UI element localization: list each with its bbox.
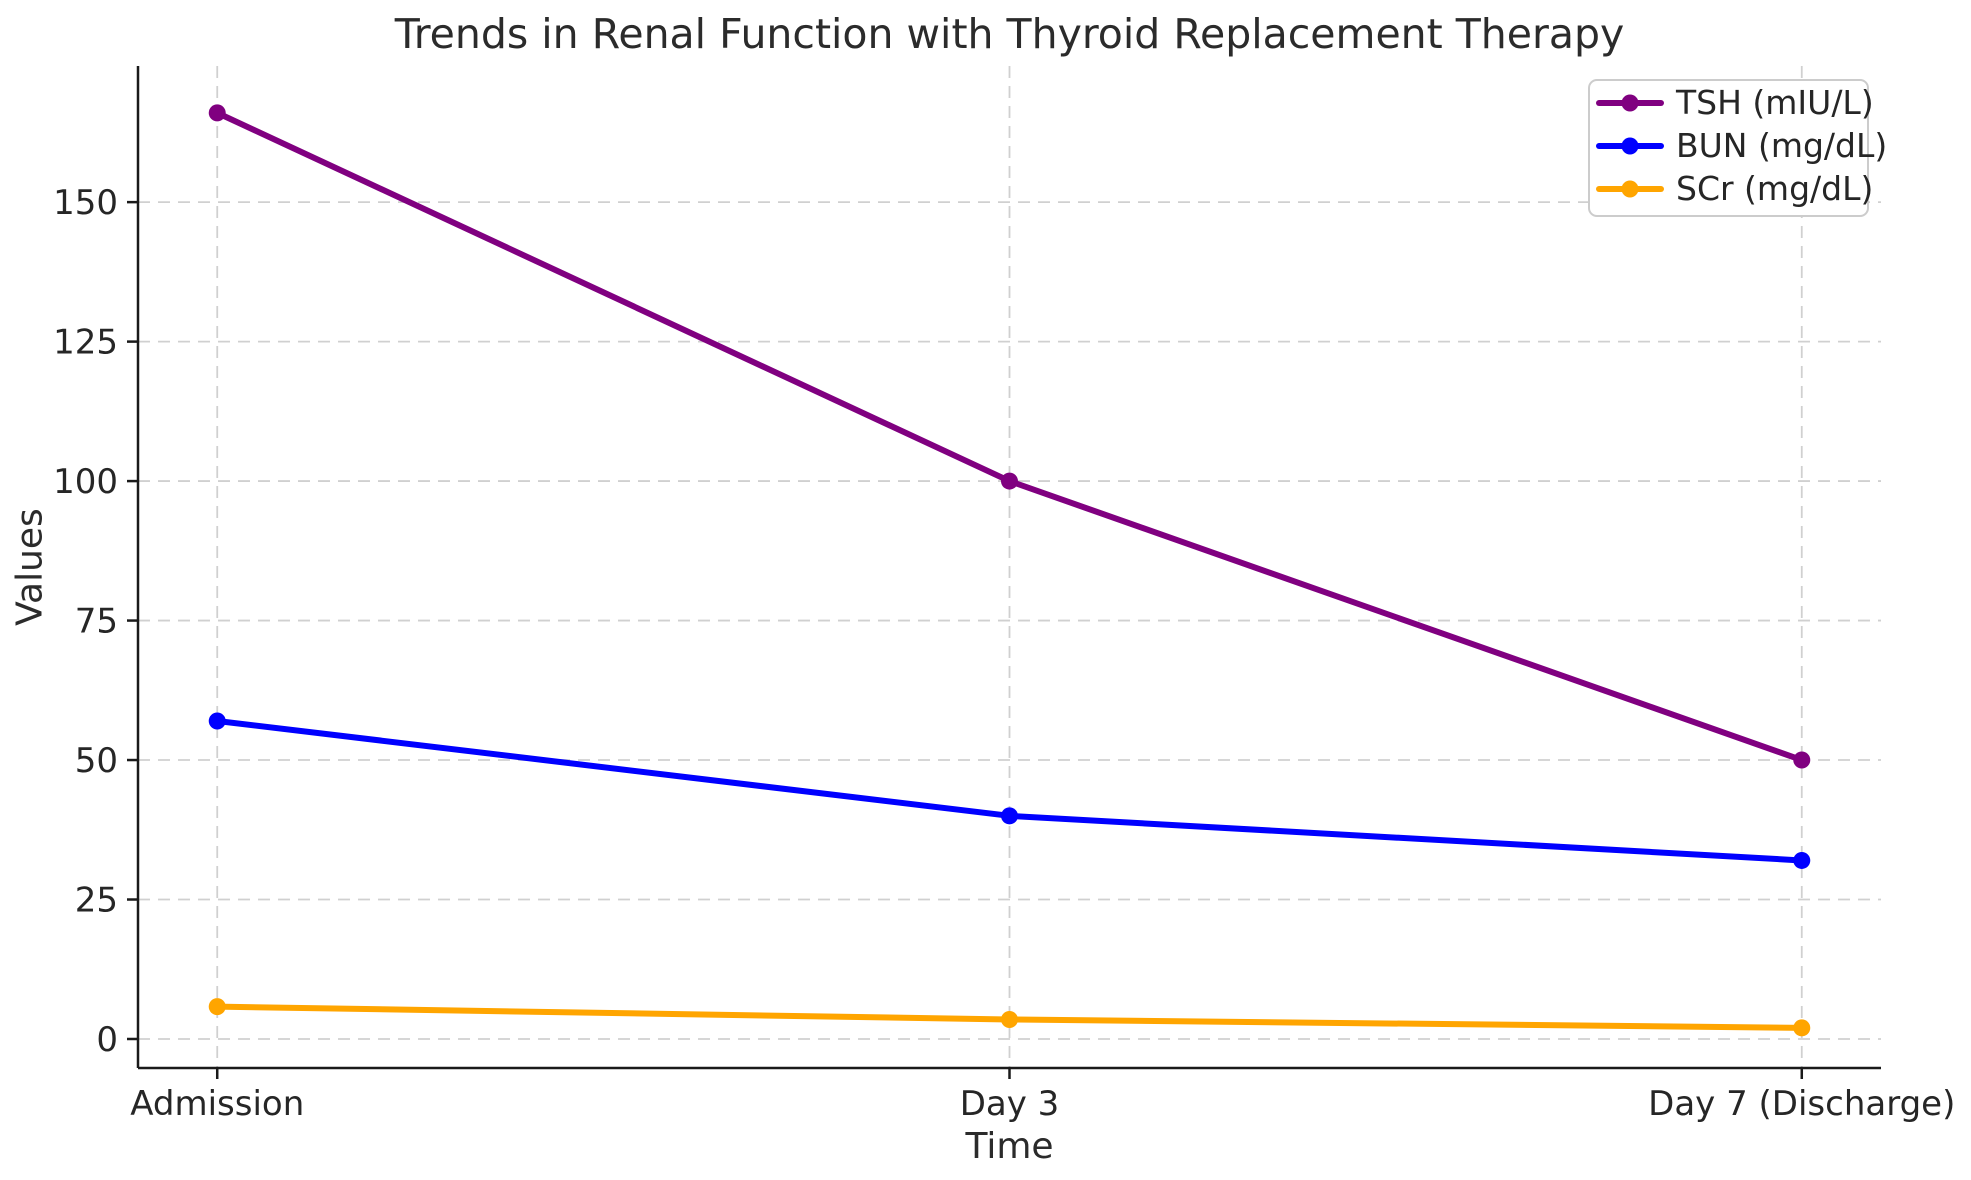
chart-title: Trends in Renal Function with Thyroid Re… (394, 10, 1625, 58)
x-tick-label: Day 7 (Discharge) (1648, 1084, 1955, 1124)
data-point-marker (208, 104, 226, 122)
x-tick-label: Day 3 (960, 1084, 1060, 1124)
data-point-marker (1001, 807, 1018, 825)
legend-sample-marker (1621, 180, 1639, 198)
data-point-marker (208, 712, 226, 730)
data-point-marker (1793, 751, 1811, 769)
y-tick-label: 0 (96, 1020, 118, 1060)
y-tick-label: 100 (53, 462, 118, 502)
x-tick-label: Admission (130, 1084, 304, 1124)
y-tick-label: 125 (53, 323, 118, 363)
legend-sample-marker (1621, 137, 1639, 155)
legend-sample-marker (1621, 94, 1639, 112)
legend-entry-label: BUN (mg/dL) (1676, 126, 1887, 165)
y-tick-label: 50 (75, 741, 118, 781)
legend-entry-label: TSH (mIU/L) (1675, 83, 1874, 122)
y-axis-label: Values (9, 508, 51, 626)
y-tick-label: 25 (75, 881, 118, 921)
data-point-marker (1001, 1010, 1018, 1028)
y-tick-label: 150 (53, 183, 118, 223)
legend-entry-label: SCr (mg/dL) (1676, 169, 1873, 208)
data-point-marker (1793, 851, 1811, 869)
y-tick-label: 75 (75, 602, 118, 642)
data-point-marker (1793, 1019, 1811, 1037)
data-point-marker (1001, 472, 1018, 490)
legend-box (1588, 79, 1869, 217)
data-point-marker (208, 998, 226, 1016)
x-axis-label: Time (965, 1126, 1054, 1167)
